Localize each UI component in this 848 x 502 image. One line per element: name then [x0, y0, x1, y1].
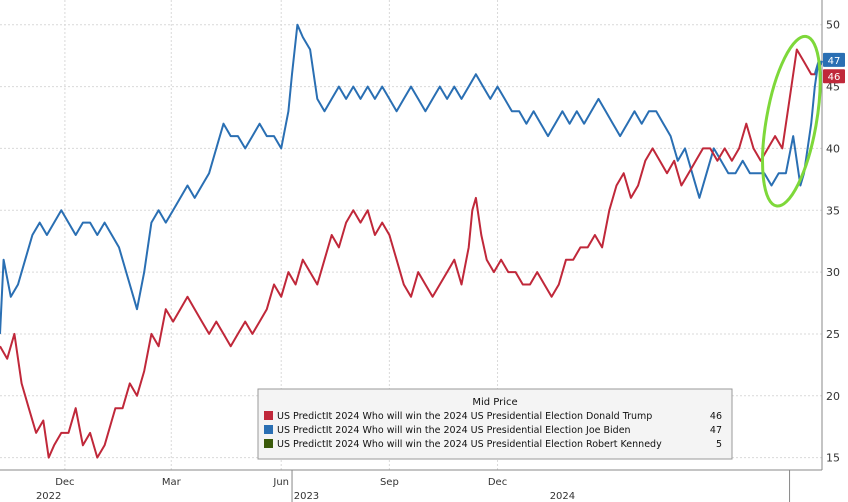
legend-box	[257, 388, 733, 460]
last-value-tag	[823, 52, 845, 67]
last-value-text: 46	[828, 72, 841, 83]
x-tick-label: Dec	[55, 477, 74, 488]
y-tick-label: 35	[826, 204, 840, 217]
highlight-ellipse	[761, 34, 822, 208]
legend-label-kennedy: US PredictIt 2024 Who will win the 2024 …	[277, 439, 662, 450]
y-tick-label: 45	[826, 81, 840, 94]
last-value-tag	[823, 69, 845, 84]
x-tick-label: Dec	[488, 477, 507, 488]
legend-value-trump: 46	[710, 411, 722, 422]
y-tick-label: 50	[826, 19, 840, 32]
legend-value-kennedy: 5	[716, 439, 722, 450]
y-tick-label: 20	[826, 390, 840, 403]
legend-swatch-biden	[264, 425, 273, 434]
series-lines	[0, 23, 823, 459]
legend-swatch-trump	[264, 411, 273, 420]
legend-entry: US PredictIt 2024 Who will win the 2024 …	[264, 411, 722, 422]
last-value-text: 47	[828, 56, 841, 67]
legend-label-biden: US PredictIt 2024 Who will win the 2024 …	[277, 425, 631, 436]
series-line-biden	[0, 23, 823, 334]
annotations	[761, 34, 822, 208]
x-year-label: 2023	[294, 491, 319, 502]
legend-entry: US PredictIt 2024 Who will win the 2024 …	[264, 425, 722, 436]
x-year-label: 2024	[550, 491, 575, 502]
legend-title: Mid Price	[472, 397, 517, 408]
y-tick-label: 15	[826, 452, 840, 465]
legend: Mid Price US PredictIt 2024 Who will win…	[257, 388, 733, 460]
series-line-trump	[0, 48, 815, 459]
legend-entry: US PredictIt 2024 Who will win the 2024 …	[264, 439, 722, 450]
x-year-label: 2022	[36, 491, 61, 502]
legend-swatch-kennedy	[264, 439, 273, 448]
legend-label-trump: US PredictIt 2024 Who will win the 2024 …	[277, 411, 652, 422]
y-tick-label: 40	[826, 142, 840, 155]
x-tick-label: Sep	[380, 477, 399, 488]
x-tick-label: Mar	[162, 477, 182, 488]
y-tick-label: 25	[826, 328, 840, 341]
y-tick-label: 30	[826, 266, 840, 279]
legend-value-biden: 47	[710, 425, 722, 436]
x-tick-label: Jun	[272, 477, 289, 488]
